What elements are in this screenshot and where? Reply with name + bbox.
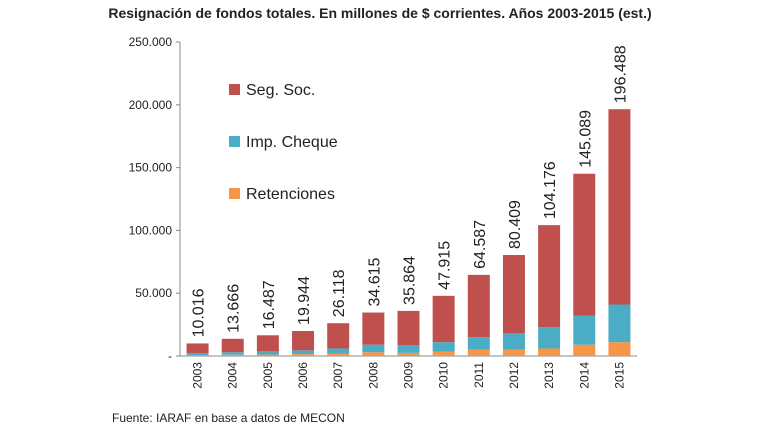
bar-segment xyxy=(186,343,209,354)
total-label: 47.915 xyxy=(437,241,454,290)
total-label: 64.587 xyxy=(472,220,489,269)
x-tick-label: 2004 xyxy=(226,362,240,389)
bar-segment xyxy=(221,354,244,356)
x-tick-label: 2014 xyxy=(577,362,591,389)
bar-segment xyxy=(327,353,350,356)
chart-title: Resignación de fondos totales. En millon… xyxy=(108,5,651,21)
total-label: 35.864 xyxy=(402,256,419,305)
bar-segment xyxy=(502,333,525,350)
bar-segment xyxy=(573,344,596,356)
total-label: 26.118 xyxy=(331,269,348,317)
x-tick-label: 2006 xyxy=(296,362,310,389)
total-label: 196.488 xyxy=(612,45,629,103)
bar-segment xyxy=(186,354,209,356)
x-tick-label: 2007 xyxy=(331,362,345,389)
bar-segment xyxy=(362,352,385,356)
y-tick-label: 150.000 xyxy=(129,161,173,175)
bar-segment xyxy=(502,255,525,334)
y-tick-label: - xyxy=(168,349,172,363)
x-tick-label: 2013 xyxy=(542,362,556,389)
bar-segment xyxy=(397,352,420,356)
bar-segment xyxy=(467,274,490,338)
bar-segment xyxy=(292,354,315,356)
legend-label: Imp. Cheque xyxy=(246,134,338,151)
x-tick-label: 2005 xyxy=(261,362,275,389)
total-label: 80.409 xyxy=(507,200,524,249)
bar-segment xyxy=(397,345,420,353)
bar-segment xyxy=(467,349,490,356)
bar-segment xyxy=(538,348,561,356)
legend-label: Seg. Soc. xyxy=(246,82,315,99)
bar-segment xyxy=(327,348,350,354)
total-label: 16.487 xyxy=(261,280,278,329)
total-label: 104.176 xyxy=(542,161,559,219)
y-tick-label: 250.000 xyxy=(129,35,173,49)
bar-segment xyxy=(467,337,490,350)
bar-segment xyxy=(256,335,279,352)
bar-segment xyxy=(362,312,385,345)
total-label: 145.089 xyxy=(577,110,594,168)
bar-segment xyxy=(538,327,561,349)
bar-segment xyxy=(256,354,279,356)
legend-swatch xyxy=(229,188,240,199)
bar-segment xyxy=(608,342,631,356)
x-tick-label: 2012 xyxy=(507,362,521,389)
bar-segment xyxy=(608,304,631,343)
bar-segment xyxy=(608,109,631,305)
bar-segment xyxy=(327,323,350,349)
legend-swatch xyxy=(229,136,240,147)
total-label: 34.615 xyxy=(366,257,383,306)
bar-segment xyxy=(573,315,596,345)
x-tick-label: 2015 xyxy=(612,362,626,389)
x-tick-label: 2003 xyxy=(191,362,205,389)
source-note: Fuente: IARAF en base a datos de MECON xyxy=(112,411,345,425)
bar-segment xyxy=(221,352,244,355)
bar-segment xyxy=(432,295,455,343)
x-tick-label: 2011 xyxy=(472,362,486,388)
total-label: 10.016 xyxy=(191,288,208,337)
x-tick-label: 2008 xyxy=(366,362,380,389)
bar-segment xyxy=(538,225,561,328)
bar-segment xyxy=(256,351,279,355)
total-label: 13.666 xyxy=(226,284,243,333)
y-tick-label: 100.000 xyxy=(129,223,173,237)
bar-segment xyxy=(362,344,385,353)
x-tick-label: 2010 xyxy=(437,362,451,389)
bar-segment xyxy=(186,353,209,355)
legend-label: Retenciones xyxy=(246,186,335,203)
bar-segment xyxy=(221,338,244,353)
y-tick-label: 50.000 xyxy=(135,286,172,300)
bar-segment xyxy=(432,351,455,356)
bar-segment xyxy=(573,173,596,316)
legend-swatch xyxy=(229,84,240,95)
bar-segment xyxy=(292,331,315,351)
total-label: 19.944 xyxy=(296,276,313,325)
bar-segment xyxy=(397,310,420,346)
bar-segment xyxy=(432,342,455,352)
x-tick-label: 2009 xyxy=(402,362,416,389)
bar-segment xyxy=(502,349,525,356)
bar-segment xyxy=(292,350,315,355)
y-tick-label: 200.000 xyxy=(129,98,173,112)
